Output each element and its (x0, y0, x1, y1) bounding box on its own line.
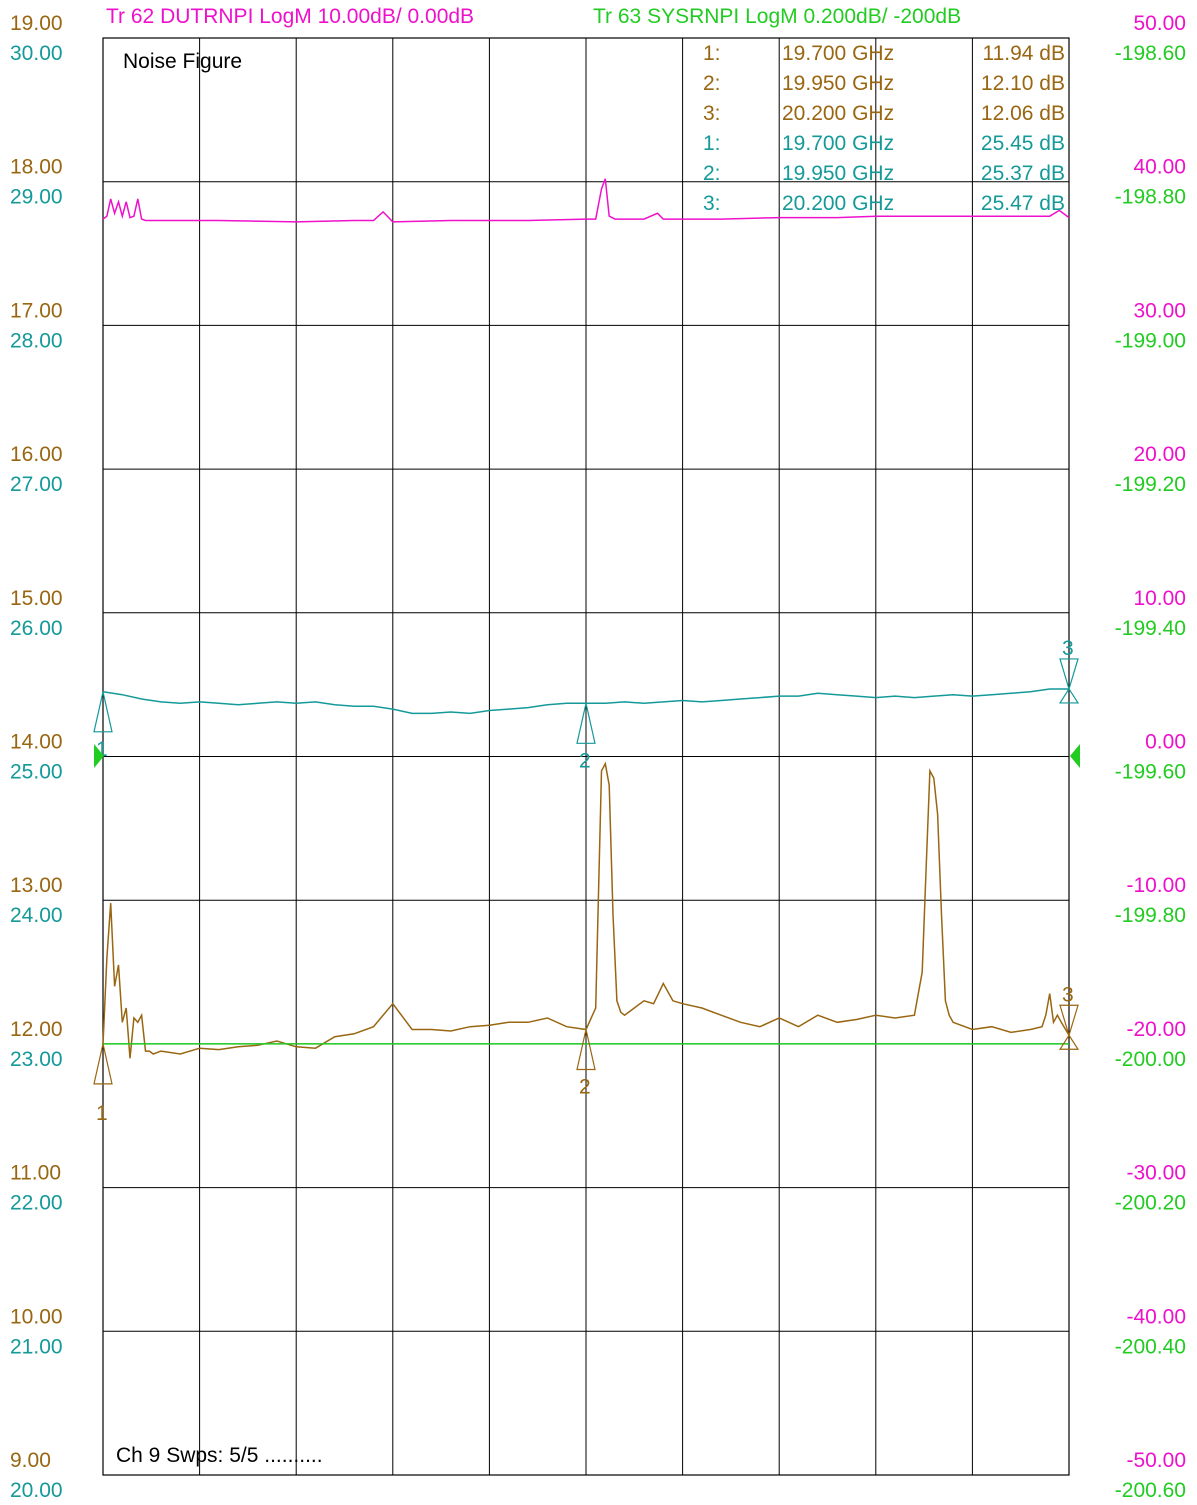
magenta-trace (102, 178, 1070, 223)
marker-table-id: 1: (703, 42, 721, 65)
status-text: Ch 9 Swps: 5/5 .......... (116, 1444, 323, 1467)
marker-table: 1: 19.700 GHz 11.94 dB 2: 19.950 GHz 12.10 dB… (703, 42, 1065, 215)
right-axis-tick-magenta: -50.00 (1126, 1449, 1186, 1472)
left-axis-tick-brown: 11.00 (10, 1162, 61, 1185)
left-axis-tick-brown: 12.00 (10, 1018, 63, 1041)
right-axis-tick-magenta: -10.00 (1126, 874, 1186, 897)
marker-table-freq: 20.200 GHz (782, 192, 894, 215)
marker-table-value: 25.37 dB (981, 162, 1065, 185)
marker-table-value: 12.10 dB (981, 72, 1065, 95)
marker-table-id: 1: (703, 132, 721, 155)
right-axis-tick-green: -200.20 (1115, 1192, 1186, 1215)
teal-marker-glyph (1059, 658, 1079, 692)
left-axis-tick-brown: 9.00 (10, 1449, 51, 1472)
plot-label: Noise Figure (123, 50, 242, 73)
marker-table-id: 2: (703, 72, 721, 95)
left-axis-tick-teal: 30.00 (10, 42, 63, 65)
marker-table-freq: 19.700 GHz (782, 132, 894, 155)
marker-table-value: 11.94 dB (982, 42, 1065, 65)
marker-table-id: 2: (703, 162, 721, 185)
brown-marker-tag: 3 (1062, 983, 1074, 1006)
teal-marker-glyph (576, 703, 596, 744)
marker-table-id: 3: (703, 102, 721, 125)
left-axis-tick-teal: 22.00 (10, 1192, 63, 1215)
trace-63-header: Tr 63 SYSRNPI LogM 0.200dB/ -200dB (593, 5, 961, 28)
marker-table-value: 12.06 dB (981, 102, 1065, 125)
left-axis-tick-brown: 14.00 (10, 731, 63, 754)
right-axis-tick-green: -199.00 (1115, 329, 1186, 352)
right-axis-tick-magenta: -40.00 (1126, 1305, 1186, 1328)
left-axis-tick-teal: 27.00 (10, 473, 63, 496)
left-axis-tick-brown: 18.00 (10, 156, 63, 179)
right-axis-tick-green: -199.80 (1115, 904, 1186, 927)
teal-marker-glyph-lower (1058, 687, 1080, 704)
left-axis-tick-brown: 16.00 (10, 443, 63, 466)
right-axis-tick-green: -200.40 (1115, 1335, 1186, 1358)
brown-marker-glyph (1059, 1004, 1079, 1038)
left-axis-tick-teal: 26.00 (10, 617, 63, 640)
traces (102, 178, 1070, 1059)
left-axis-tick-brown: 13.00 (10, 874, 63, 897)
right-reference-arrow (1070, 744, 1080, 768)
right-axis-tick-magenta: 40.00 (1133, 156, 1186, 179)
right-axis-tick-magenta: 10.00 (1133, 587, 1186, 610)
marker-table-freq: 19.950 GHz (782, 72, 894, 95)
left-axis-tick-brown: 17.00 (10, 299, 63, 322)
marker-glyphs: 1 2 3 1 2 3 (93, 637, 1080, 1125)
brown-marker-glyph (576, 1029, 596, 1071)
left-axis-tick-teal: 29.00 (10, 186, 63, 209)
left-axis-tick-brown: 10.00 (10, 1305, 63, 1328)
teal-marker-tag: 1 (96, 738, 108, 761)
teal-marker-tag: 3 (1062, 637, 1074, 660)
teal-marker-glyph (93, 691, 113, 733)
brown-marker-glyph (93, 1043, 113, 1085)
right-axis-tick-green: -199.40 (1115, 617, 1186, 640)
axis-labels: 19.0018.0017.0016.0015.0014.0013.0012.00… (10, 12, 1186, 1502)
right-axis-tick-magenta: -30.00 (1126, 1162, 1186, 1185)
left-axis-tick-teal: 20.00 (10, 1479, 63, 1502)
left-reference-arrow (94, 744, 104, 768)
right-axis-tick-magenta: 0.00 (1145, 731, 1186, 754)
right-axis-tick-magenta: -20.00 (1126, 1018, 1186, 1041)
left-axis-tick-teal: 28.00 (10, 329, 63, 352)
right-axis-tick-green: -198.80 (1115, 186, 1186, 209)
right-axis-tick-magenta: 20.00 (1133, 443, 1186, 466)
left-axis-tick-teal: 24.00 (10, 904, 63, 927)
marker-table-freq: 20.200 GHz (782, 102, 894, 125)
right-axis-tick-green: -199.60 (1115, 761, 1186, 784)
grid (103, 38, 1069, 1475)
right-axis-tick-green: -198.60 (1115, 42, 1186, 65)
left-axis-tick-brown: 15.00 (10, 587, 63, 610)
marker-table-freq: 19.950 GHz (782, 162, 894, 185)
right-axis-tick-green: -200.00 (1115, 1048, 1186, 1071)
left-axis-tick-brown: 19.00 (10, 12, 63, 35)
trace-62-header: Tr 62 DUTRNPI LogM 10.00dB/ 0.00dB (106, 5, 474, 28)
teal-marker-tag: 2 (579, 749, 591, 772)
marker-table-freq: 19.700 GHz (782, 42, 894, 65)
left-axis-tick-teal: 23.00 (10, 1048, 63, 1071)
right-axis-tick-magenta: 50.00 (1133, 12, 1186, 35)
brown-marker-tag: 2 (579, 1076, 591, 1099)
right-axis-tick-green: -199.20 (1115, 473, 1186, 496)
right-axis-tick-green: -200.60 (1115, 1479, 1186, 1502)
marker-table-id: 3: (703, 192, 721, 215)
left-axis-tick-teal: 21.00 (10, 1335, 63, 1358)
marker-table-value: 25.47 dB (981, 192, 1065, 215)
left-axis-tick-teal: 25.00 (10, 761, 63, 784)
brown-trace (102, 761, 1070, 1059)
brown-marker-tag: 1 (96, 1102, 108, 1125)
marker-table-value: 25.45 dB (981, 132, 1065, 155)
brown-marker-glyph-lower (1058, 1034, 1080, 1050)
right-axis-tick-magenta: 30.00 (1133, 299, 1186, 322)
